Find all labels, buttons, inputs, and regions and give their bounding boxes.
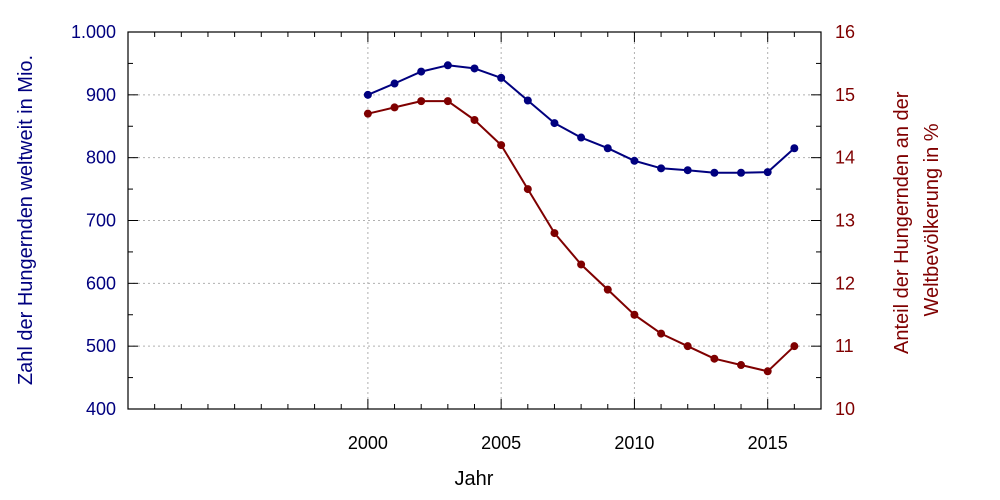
data-point-left bbox=[390, 79, 399, 88]
data-point-right bbox=[603, 285, 612, 294]
data-point-right bbox=[417, 97, 426, 106]
y-right-tick-label: 16 bbox=[835, 22, 855, 42]
y-left-tick-label: 700 bbox=[86, 211, 116, 231]
y-left-tick-label: 900 bbox=[86, 85, 116, 105]
data-point-right bbox=[497, 141, 506, 150]
y-right-axis-title: Anteil der Hungernden an der Weltbevölke… bbox=[891, 86, 943, 354]
data-point-left bbox=[683, 166, 692, 175]
data-point-left bbox=[710, 168, 719, 177]
x-tick-label: 2005 bbox=[481, 433, 521, 453]
x-axis-title: Jahr bbox=[455, 468, 494, 490]
series-line-left bbox=[367, 64, 795, 174]
y-left-tick-label: 1.000 bbox=[71, 22, 116, 42]
tick-labels: 2000 2005 2010 2015 400 500 600 700 800 900 1.000 1… bbox=[71, 22, 855, 453]
data-point-right bbox=[550, 229, 559, 238]
x-tick-label: 2000 bbox=[348, 433, 388, 453]
data-point-right bbox=[657, 329, 666, 338]
data-point-right bbox=[763, 367, 772, 376]
series-line-right bbox=[367, 100, 795, 373]
data-point-right bbox=[363, 109, 372, 118]
series-layer bbox=[363, 61, 799, 376]
y-right-tick-label: 11 bbox=[835, 336, 854, 356]
y-right-tick-label: 13 bbox=[835, 211, 855, 231]
y-left-tick-label: 800 bbox=[86, 148, 116, 168]
y-left-axis-title: Zahl der Hungernden weltweit in Mio. bbox=[15, 55, 37, 385]
y-left-tick-label: 400 bbox=[86, 399, 116, 419]
data-point-right bbox=[790, 342, 799, 351]
data-point-right bbox=[683, 342, 692, 351]
data-point-left bbox=[550, 119, 559, 128]
data-point-left bbox=[763, 168, 772, 177]
data-point-right bbox=[443, 97, 452, 106]
x-tick-label: 2010 bbox=[614, 433, 654, 453]
data-point-right bbox=[737, 361, 746, 370]
plot-frame bbox=[127, 31, 822, 410]
data-point-right bbox=[390, 103, 399, 112]
y-right-tick-label: 15 bbox=[835, 85, 855, 105]
data-point-left bbox=[577, 133, 586, 142]
data-point-left bbox=[603, 144, 612, 153]
grid-lines bbox=[128, 32, 821, 409]
y-right-tick-label: 12 bbox=[835, 273, 855, 293]
y-right-axis-title-line-2: Weltbevölkerung in % bbox=[921, 123, 943, 316]
data-point-right bbox=[710, 354, 719, 363]
data-point-left bbox=[737, 168, 746, 177]
data-point-left bbox=[523, 96, 532, 105]
data-point-left bbox=[470, 64, 479, 73]
data-point-right bbox=[630, 310, 639, 319]
data-point-left bbox=[497, 73, 506, 82]
y-right-tick-label: 10 bbox=[835, 399, 855, 419]
y-right-axis-title-line-1: Anteil der Hungernden an der bbox=[891, 91, 913, 354]
x-tick-label: 2015 bbox=[748, 433, 788, 453]
data-point-left bbox=[417, 67, 426, 76]
y-right-tick-label: 14 bbox=[835, 148, 855, 168]
y-left-tick-label: 500 bbox=[86, 336, 116, 356]
data-point-left bbox=[630, 156, 639, 165]
data-point-left bbox=[657, 164, 666, 173]
data-point-right bbox=[470, 115, 479, 124]
data-point-right bbox=[523, 185, 532, 194]
y-left-tick-label: 600 bbox=[86, 273, 116, 293]
data-point-left bbox=[443, 61, 452, 70]
data-point-right bbox=[577, 260, 586, 269]
data-point-left bbox=[363, 90, 372, 99]
data-point-left bbox=[790, 144, 799, 153]
